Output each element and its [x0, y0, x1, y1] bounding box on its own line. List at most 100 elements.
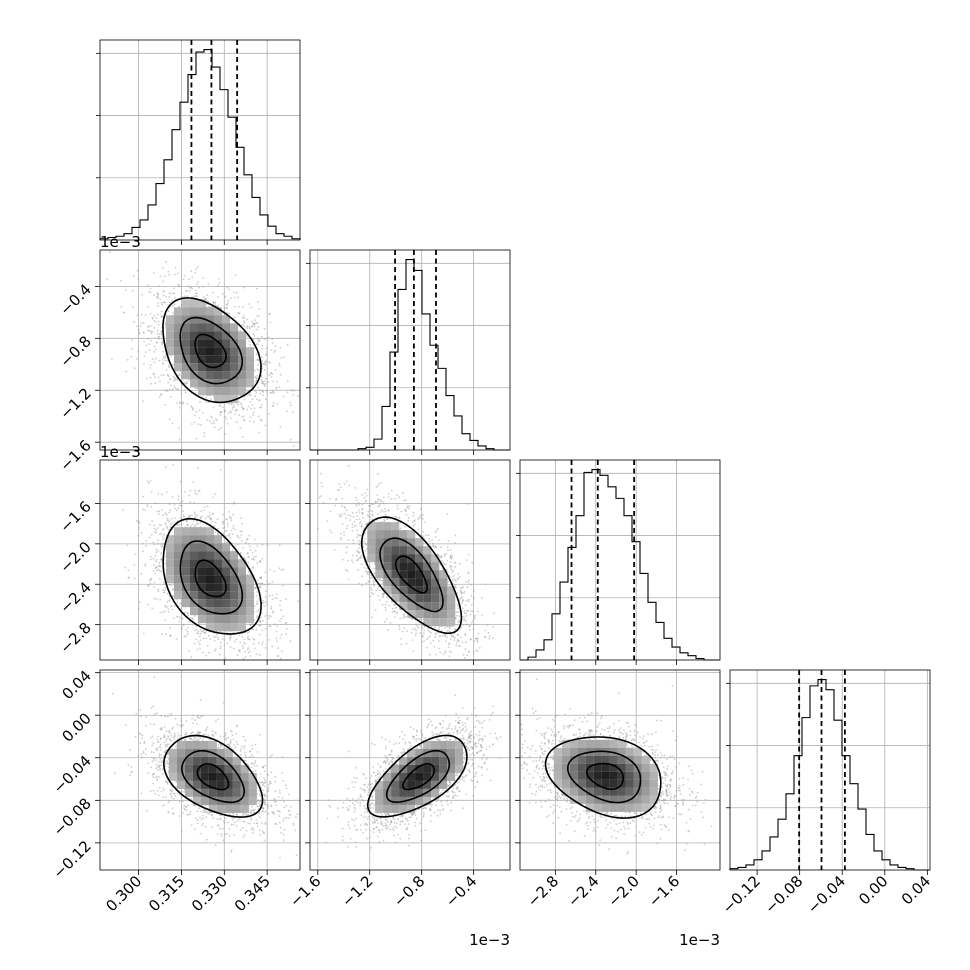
density-cell — [238, 339, 246, 348]
scatter-point — [133, 577, 136, 580]
scatter-point — [197, 266, 199, 268]
scatter-point — [256, 562, 259, 564]
density-cell — [174, 591, 182, 600]
scatter-point — [170, 384, 172, 387]
density-cell — [230, 323, 238, 332]
scatter-point — [222, 521, 224, 524]
scatter-point — [163, 533, 166, 536]
scatter-point — [267, 361, 270, 363]
scatter-point — [193, 615, 196, 617]
scatter-point — [126, 358, 129, 361]
scatter-point — [193, 511, 196, 514]
scatter-point — [247, 556, 250, 559]
density-cell — [246, 363, 254, 372]
scatter-point — [257, 415, 260, 418]
scatter-point — [158, 285, 161, 287]
scatter-point — [241, 522, 244, 525]
scatter-point — [249, 549, 252, 552]
scatter-point — [239, 641, 242, 644]
scatter-point — [206, 419, 209, 421]
scatter-point — [259, 392, 262, 395]
density-cell — [166, 339, 174, 348]
scatter-point — [251, 398, 254, 401]
scatter-point — [473, 597, 476, 600]
scatter-point — [386, 629, 389, 632]
scatter-point — [194, 272, 197, 274]
scatter-point — [164, 512, 167, 514]
density-cell — [174, 535, 182, 544]
scatter-point — [142, 321, 145, 324]
scatter-point — [169, 634, 172, 637]
scatter-point — [219, 468, 222, 471]
scatter-point — [146, 329, 149, 332]
density-cell — [214, 575, 222, 584]
scatter-point — [233, 406, 236, 408]
scatter-point — [263, 380, 266, 383]
scatter-point — [484, 583, 487, 586]
scatter-point — [221, 638, 224, 640]
scatter-point — [257, 364, 259, 366]
scatter-point — [285, 633, 287, 635]
scatter-point — [220, 410, 223, 413]
scatter-point — [178, 620, 181, 623]
scatter-point — [147, 324, 150, 327]
density-cell — [206, 371, 214, 380]
scatter-point — [161, 544, 164, 547]
scatter-point — [258, 642, 260, 645]
scatter-point — [225, 518, 227, 521]
scatter-point — [269, 625, 272, 628]
scatter-point — [260, 582, 262, 585]
scatter-point — [415, 632, 417, 635]
scatter-point — [153, 294, 155, 296]
scatter-point — [250, 320, 253, 323]
scatter-point — [280, 357, 283, 359]
scatter-point — [172, 464, 175, 466]
scatter-point — [267, 336, 270, 339]
scatter-point — [256, 610, 258, 613]
scatter-point — [276, 381, 278, 383]
panel-border — [519, 459, 721, 661]
scatter-point — [278, 544, 281, 546]
scatter-point — [193, 642, 196, 645]
scatter-point — [280, 633, 283, 636]
scatter-point — [269, 362, 272, 364]
scatter-point — [239, 552, 242, 555]
scatter-point — [186, 633, 189, 635]
scatter-point — [138, 522, 141, 525]
scatter-point — [264, 424, 267, 427]
density-cell — [238, 615, 246, 624]
scatter-point — [217, 284, 220, 287]
scatter-point — [279, 373, 282, 376]
scatter-point — [248, 340, 251, 343]
scatter-point — [234, 410, 237, 412]
density-cell — [206, 347, 214, 356]
scatter-point — [156, 329, 159, 332]
scatter-point — [196, 493, 198, 496]
scatter-point — [228, 312, 231, 315]
scatter-point — [161, 267, 164, 269]
scatter-point — [133, 564, 136, 566]
scatter-point — [257, 326, 260, 329]
scatter-point — [241, 540, 243, 542]
density-cell — [198, 307, 206, 316]
scatter-point — [164, 357, 167, 359]
scatter-point — [264, 647, 267, 649]
scatter-point — [150, 505, 153, 508]
scatter-point — [285, 598, 287, 601]
scatter-point — [153, 581, 156, 584]
scatter-point — [249, 624, 252, 626]
scatter-point — [214, 648, 217, 650]
scatter-point — [171, 517, 173, 520]
scatter-point — [148, 523, 151, 526]
scatter-point — [162, 528, 165, 531]
histogram-step-line — [520, 468, 720, 661]
scatter-point — [229, 533, 232, 536]
scatter-point — [143, 340, 146, 343]
scatter-point — [198, 417, 201, 419]
scatter-point — [193, 629, 196, 632]
scatter-point — [152, 570, 155, 572]
scatter-point — [174, 377, 177, 380]
scatter-point — [271, 645, 274, 648]
density-cell — [174, 583, 182, 592]
scatter-point — [196, 648, 199, 651]
